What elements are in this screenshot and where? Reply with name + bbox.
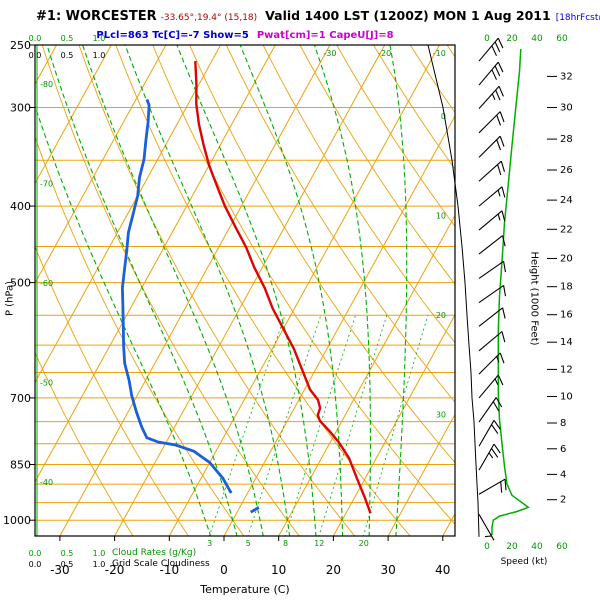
svg-text:-50: -50 [40, 378, 53, 387]
svg-text:-10: -10 [433, 49, 446, 58]
cloud-rates-label: Cloud Rates (g/Kg) [112, 548, 197, 558]
svg-text:60: 60 [556, 542, 568, 552]
svg-text:24: 24 [560, 195, 573, 206]
svg-text:0.5: 0.5 [61, 549, 74, 558]
skewt-grid [35, 45, 455, 536]
svg-text:5: 5 [246, 539, 251, 548]
svg-text:10: 10 [436, 211, 446, 220]
height-axis-label: Height (1000 Feet) [528, 251, 540, 346]
svg-text:18: 18 [560, 282, 573, 293]
station-coords: -33.65°,19.4° (15,18) [160, 13, 258, 23]
svg-text:26: 26 [560, 165, 573, 176]
svg-text:0: 0 [484, 34, 490, 44]
params-blue: PLcl=863 Tc[C]=-7 Show=5 [96, 30, 249, 41]
svg-text:20: 20 [560, 253, 573, 264]
svg-text:250: 250 [10, 39, 31, 52]
svg-text:0.5: 0.5 [61, 34, 74, 43]
svg-text:-20: -20 [378, 49, 391, 58]
cloud-scale-labels: 0.0 0.0 0.0 0.0 0.5 0.5 0.5 0.5 1.0 1.0 1.0 1.0 [29, 34, 106, 569]
svg-text:2: 2 [560, 495, 566, 506]
svg-text:30: 30 [560, 102, 573, 113]
svg-text:0: 0 [484, 542, 490, 552]
svg-text:14: 14 [560, 337, 573, 348]
svg-text:32: 32 [560, 71, 573, 82]
svg-text:0: 0 [441, 112, 446, 121]
pressure-tick-labels: 250 300 400 500 700 850 1000 [3, 39, 35, 527]
forecast-tag: [18hrFcst@2159Z] [555, 13, 600, 23]
svg-text:20: 20 [326, 563, 341, 577]
svg-text:20: 20 [436, 311, 446, 320]
speed-scale-labels: 0 0 20 20 40 40 60 60 [484, 34, 568, 552]
svg-text:10: 10 [560, 391, 573, 402]
svg-text:20: 20 [506, 542, 518, 552]
svg-text:22: 22 [560, 224, 573, 235]
svg-text:-30: -30 [323, 49, 336, 58]
station-title: #1: WORCESTER [36, 9, 157, 24]
svg-text:-30: -30 [50, 563, 70, 577]
pressure-axis-label: P (hPa) [4, 280, 16, 317]
svg-text:-20: -20 [105, 563, 125, 577]
svg-text:-40: -40 [40, 478, 53, 487]
svg-text:0: 0 [220, 563, 228, 577]
valid-time: Valid 1400 LST (1200Z) MON 1 Aug 2011 [265, 8, 551, 23]
svg-text:400: 400 [10, 200, 31, 213]
svg-text:0.0: 0.0 [29, 549, 42, 558]
wind-barbs [478, 37, 507, 541]
speed-axis-label: Speed (kt) [500, 557, 548, 567]
wind-speed-profile [491, 49, 530, 536]
temperature-tick-labels: -30 -20 -10 0 10 20 30 40 [50, 536, 450, 577]
svg-text:8: 8 [560, 418, 566, 429]
svg-text:3: 3 [207, 539, 212, 548]
svg-text:16: 16 [560, 310, 573, 321]
svg-text:-10: -10 [159, 563, 179, 577]
plot-border [34, 44, 456, 537]
svg-text:1000: 1000 [3, 514, 31, 527]
svg-text:60: 60 [556, 34, 568, 44]
sounding-parameters: PLcl=863 Tc[C]=-7 Show=5 Pwat[cm]=1 CapeU… [35, 23, 455, 42]
mixing-ratio-labels: 3 5 8 12 20 [207, 539, 369, 548]
svg-text:-60: -60 [40, 279, 53, 288]
svg-text:300: 300 [10, 101, 31, 114]
svg-text:850: 850 [10, 458, 31, 471]
svg-text:40: 40 [531, 34, 543, 44]
svg-text:0.0: 0.0 [29, 34, 42, 43]
svg-text:-70: -70 [40, 179, 53, 188]
svg-text:12: 12 [560, 364, 573, 375]
svg-text:0.0: 0.0 [29, 560, 42, 569]
svg-text:20: 20 [359, 539, 369, 548]
svg-text:30: 30 [436, 410, 446, 419]
svg-text:12: 12 [314, 539, 324, 548]
isotherm-edge-labels: -40 -50 -60 -70 -80 0 10 20 30 -10 -20 -30 [40, 49, 446, 487]
temperature-axis-label: Temperature (C) [200, 583, 290, 596]
cloudiness-label: Grid Scale Cloudiness [112, 559, 210, 569]
svg-text:40: 40 [435, 563, 450, 577]
chart-title: #1: WORCESTER -33.65°,19.4° (15,18) Valid … [36, 5, 600, 24]
svg-text:0.0: 0.0 [29, 51, 42, 60]
svg-text:1.0: 1.0 [93, 34, 106, 43]
svg-text:10: 10 [271, 563, 286, 577]
svg-text:8: 8 [283, 539, 288, 548]
svg-text:1.0: 1.0 [93, 549, 106, 558]
svg-text:1.0: 1.0 [93, 560, 106, 569]
svg-text:30: 30 [380, 563, 395, 577]
sounding-profiles [120, 61, 372, 514]
svg-text:20: 20 [506, 34, 518, 44]
svg-text:1.0: 1.0 [93, 51, 106, 60]
svg-text:0.5: 0.5 [61, 560, 74, 569]
params-magenta: Pwat[cm]=1 CapeU[J]=8 [256, 30, 394, 41]
svg-text:0.5: 0.5 [61, 51, 74, 60]
svg-text:40: 40 [531, 542, 543, 552]
svg-text:6: 6 [560, 444, 566, 455]
svg-text:28: 28 [560, 134, 573, 145]
svg-text:700: 700 [10, 392, 31, 405]
svg-text:-80: -80 [40, 80, 53, 89]
svg-text:500: 500 [10, 277, 31, 290]
svg-text:4: 4 [560, 469, 566, 480]
